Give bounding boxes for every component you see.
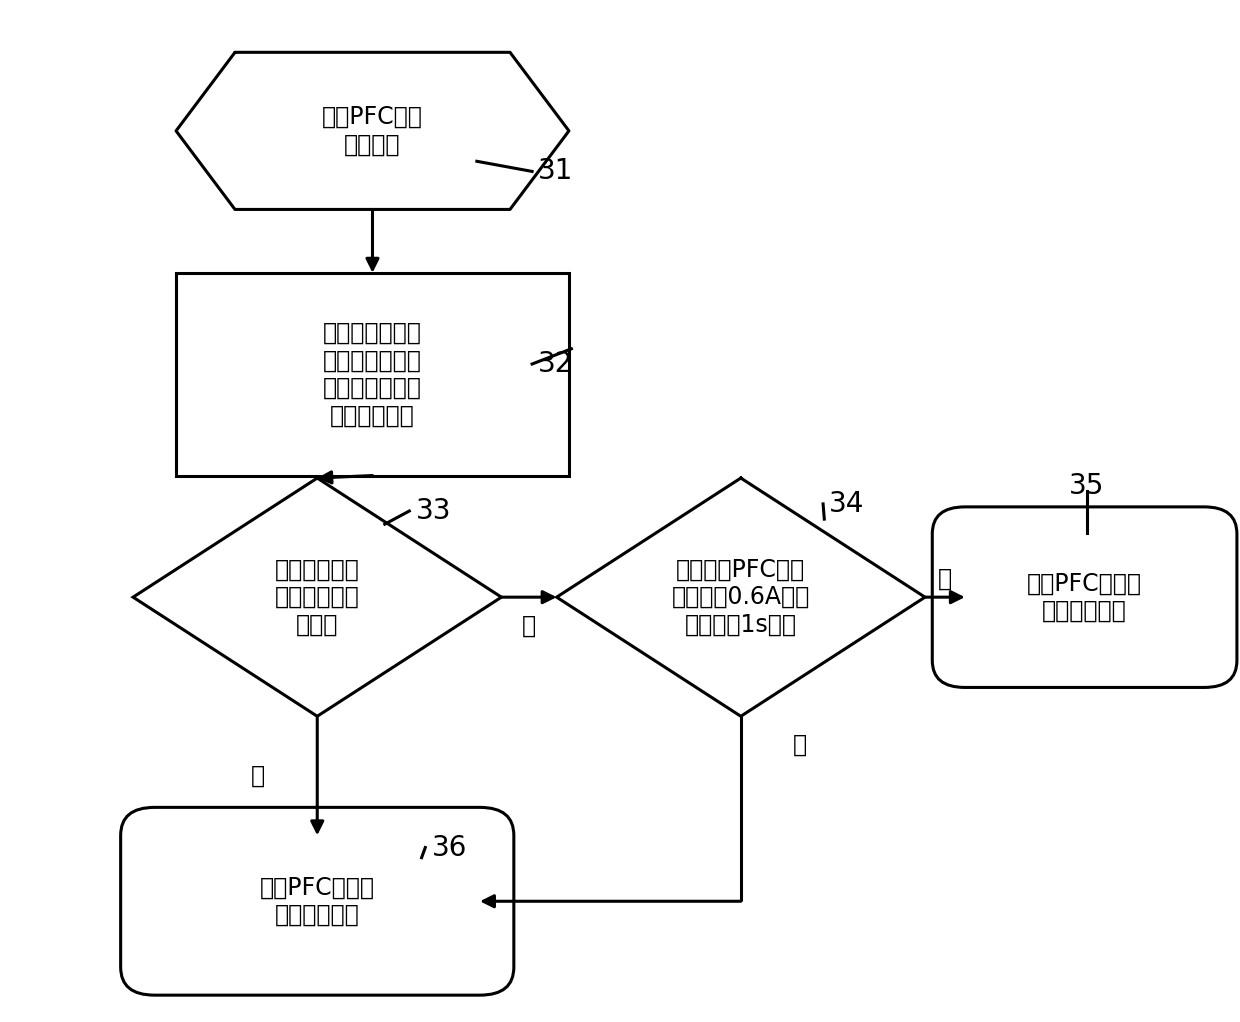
Text: 34: 34	[830, 490, 864, 518]
Text: 副相PFC电路正
常，继续工作: 副相PFC电路正 常，继续工作	[1027, 571, 1142, 623]
Text: 32: 32	[538, 350, 574, 378]
Text: 36: 36	[432, 834, 466, 862]
Text: 采集芯片开始采
集预设电阻两端
电压信号并开始
检测时间计时: 采集芯片开始采 集预设电阻两端 电压信号并开始 检测时间计时	[324, 321, 422, 428]
Text: 35: 35	[1069, 472, 1105, 500]
Text: 是: 是	[252, 763, 265, 788]
Text: 副相PFC电路
开始工作: 副相PFC电路 开始工作	[322, 105, 423, 156]
Text: 判断副相PFC电路
的电流在0.6A以上
是否维持1s以上: 判断副相PFC电路 的电流在0.6A以上 是否维持1s以上	[672, 557, 810, 637]
Text: 判断检测时间
是否达到总检
测时间: 判断检测时间 是否达到总检 测时间	[275, 557, 360, 637]
Text: 33: 33	[415, 497, 451, 525]
Text: 是: 是	[937, 567, 952, 591]
Text: 31: 31	[538, 157, 574, 185]
Text: 否: 否	[522, 613, 536, 638]
Bar	[176, 273, 569, 475]
Text: 否: 否	[792, 733, 807, 756]
Text: 副相PFC电路异
常，停止工作: 副相PFC电路异 常，停止工作	[259, 876, 374, 927]
